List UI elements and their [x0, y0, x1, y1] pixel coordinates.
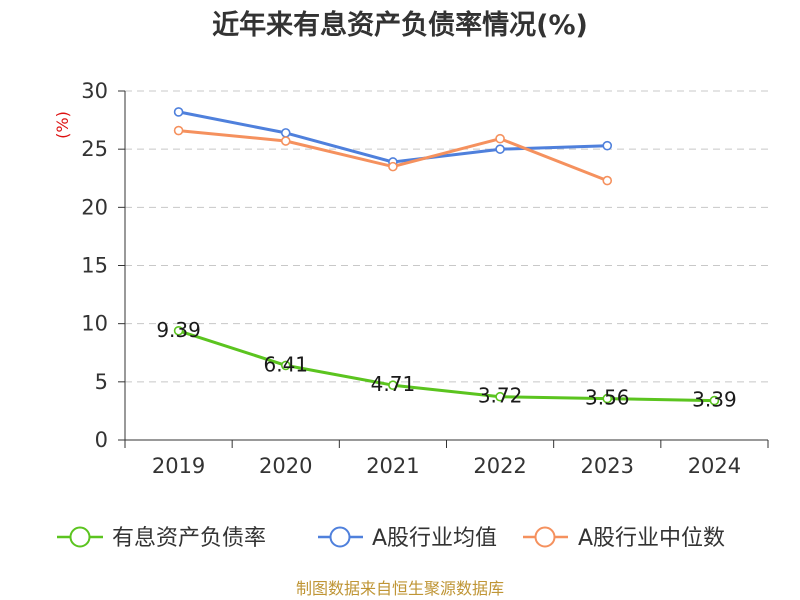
series-0: [173, 325, 720, 406]
data-label: 3.56: [585, 386, 630, 410]
x-tick-label: 2023: [581, 454, 634, 478]
legend-item-industry-mean: A股行业均值: [318, 526, 497, 551]
series-2: [173, 125, 613, 186]
data-point: [602, 393, 613, 404]
tick-labels: 0 5 10 15 20 25 30 2019 2020 2021 2022 2023 2024: [81, 79, 741, 478]
y-tick-label: 0: [95, 428, 108, 452]
data-point: [280, 360, 291, 371]
x-tick-label: 2022: [473, 454, 526, 478]
y-tick-label: 20: [81, 195, 108, 219]
y-axis-label: (%): [53, 111, 72, 139]
legend-item-industry-median: A股行业中位数: [523, 526, 725, 551]
data-label: 3.39: [692, 388, 737, 412]
data-point: [495, 133, 505, 144]
x-tick-label: 2024: [688, 454, 741, 478]
legend-label: 有息资产负债率: [112, 526, 266, 551]
x-tick-label: 2019: [152, 454, 205, 478]
x-tick-label: 2021: [366, 454, 419, 478]
y-tick-label: 5: [95, 370, 108, 394]
y-tick-label: 10: [81, 312, 108, 336]
legend-circle-icon: [69, 526, 91, 548]
data-label: 9.39: [156, 318, 201, 342]
data-point: [602, 140, 613, 151]
data-point: [495, 144, 505, 154]
data-label: 6.41: [263, 352, 308, 376]
series: [173, 107, 720, 406]
data-point: [280, 128, 291, 138]
data-point: [173, 125, 184, 136]
y-tick-label: 30: [81, 79, 108, 103]
legend-circle-icon: [534, 526, 556, 548]
data-point: [173, 107, 184, 117]
y-tick-label: 25: [81, 137, 108, 161]
data-point: [173, 325, 184, 336]
y-tick-label: 15: [81, 254, 108, 278]
legend-label: A股行业中位数: [578, 526, 725, 551]
data-point: [388, 380, 398, 391]
data-label: 3.72: [478, 384, 523, 408]
series-line: [177, 329, 716, 403]
data-point: [495, 391, 505, 402]
legend-circle-icon: [329, 526, 351, 548]
data-label: 4.71: [371, 372, 416, 396]
data-point: [280, 136, 291, 146]
legend-item-interest-debt-ratio: 有息资产负债率: [57, 526, 266, 551]
x-tick-label: 2020: [259, 454, 312, 478]
legend: 有息资产负债率 A股行业均值 A股行业中位数: [57, 526, 725, 551]
data-point: [388, 161, 398, 172]
data-point: [602, 175, 613, 186]
chart-title: 近年来有息资产负债率情况(%): [212, 9, 588, 41]
data-labels: 9.39 6.41 4.71 3.72 3.56 3.39: [156, 318, 736, 412]
axes: [118, 90, 769, 448]
legend-label: A股行业均值: [372, 526, 497, 551]
data-source-footer: 制图数据来自恒生聚源数据库: [296, 579, 504, 598]
series-line: [177, 129, 609, 183]
data-point: [709, 395, 720, 406]
